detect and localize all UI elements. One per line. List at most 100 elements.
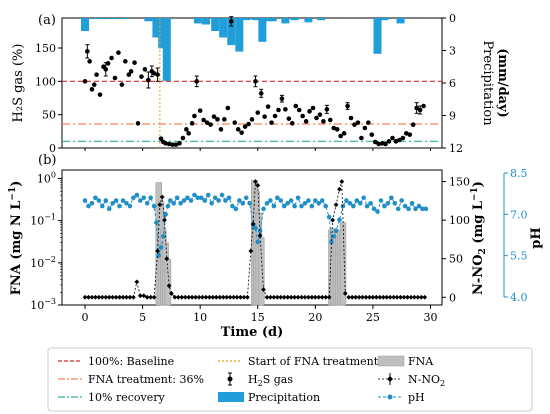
- ph-point: [395, 206, 401, 212]
- precipitation-bar: [258, 18, 267, 42]
- fna-tick-base: 10: [30, 257, 44, 270]
- h2s-point: [166, 141, 172, 147]
- ph-point: [134, 192, 140, 198]
- ph-point: [117, 203, 122, 209]
- no2-point: [120, 294, 126, 300]
- h2s-point: [246, 121, 251, 127]
- ph-point: [402, 203, 408, 209]
- legend-label-text: Precipitation: [248, 391, 320, 404]
- h2s-point: [310, 105, 316, 111]
- no2-axis-label-main: N-NO: [471, 254, 486, 295]
- no2-point: [278, 294, 284, 300]
- ph-point: [285, 201, 290, 206]
- h2s-point: [265, 104, 271, 109]
- fna-tick-base: 10: [37, 172, 51, 185]
- panel-b-x-axis-label: Time (d): [221, 325, 284, 340]
- legend-label-text: H: [248, 373, 258, 386]
- ph-point: [237, 198, 242, 203]
- y2-tick-label: 12: [449, 142, 463, 155]
- no2-point: [384, 294, 390, 300]
- no2-point: [261, 287, 266, 292]
- no2-point: [356, 294, 362, 300]
- precipitation-bar: [81, 18, 90, 31]
- ph-point: [110, 201, 115, 206]
- ph-point: [223, 198, 228, 203]
- no2-point: [241, 294, 247, 300]
- no2-point: [323, 294, 329, 300]
- x-tick-label: 10: [193, 311, 207, 324]
- h2s-point: [184, 127, 189, 132]
- fna-tick-exp: −3: [44, 297, 56, 306]
- h2s-point: [421, 103, 426, 109]
- ph-point: [333, 228, 339, 234]
- y-tick-label: 150: [35, 42, 56, 55]
- no2-point: [82, 294, 88, 300]
- no2-point: [401, 294, 407, 300]
- ph-point: [255, 239, 261, 245]
- legend-label-start_fna: Start of FNA treatment: [248, 355, 379, 368]
- h2s-point: [132, 60, 137, 65]
- no2-point: [306, 294, 311, 300]
- h2s-point: [151, 71, 157, 76]
- h2s-point: [239, 130, 244, 135]
- ph-point: [233, 206, 239, 212]
- no2-point: [405, 294, 410, 300]
- ph-point: [306, 198, 311, 203]
- h2s-point: [362, 125, 368, 131]
- no2-point: [134, 279, 140, 285]
- precipitation-bar: [211, 18, 220, 31]
- h2s-point: [407, 132, 413, 137]
- ph-point: [247, 201, 252, 206]
- legend-label-sub: 2: [440, 379, 445, 388]
- h2s-point: [390, 135, 395, 141]
- h2s-point: [397, 137, 402, 143]
- no2-point: [117, 294, 122, 300]
- precipitation-bar: [373, 18, 382, 54]
- ph-point: [309, 203, 315, 209]
- ph-point: [292, 203, 297, 209]
- no2-point: [172, 294, 178, 300]
- h2s-point: [283, 107, 288, 112]
- panel-a-label: (a): [38, 13, 56, 28]
- legend-label-sub: 2: [258, 379, 263, 388]
- no2-point: [268, 294, 273, 300]
- ph-point: [243, 195, 249, 201]
- no2-point: [203, 294, 209, 300]
- no2-point: [367, 294, 372, 300]
- ph-point: [230, 203, 235, 209]
- no2-point: [168, 291, 174, 296]
- no2-axis-label-sub: 2: [478, 248, 488, 254]
- no2-axis-label-sup: −1: [470, 187, 480, 201]
- panel-a-frame: [61, 17, 443, 149]
- h2s-point: [85, 49, 90, 54]
- legend-swatch-precip: [218, 392, 244, 402]
- legend-marker: [227, 376, 233, 382]
- no2-point: [391, 294, 397, 300]
- precipitation-bar: [162, 18, 171, 81]
- no2-point: [127, 294, 133, 300]
- no2-point: [213, 294, 219, 300]
- h2s-point: [211, 114, 217, 119]
- h2s-point: [201, 117, 206, 123]
- no2-point: [124, 294, 129, 300]
- ph-point: [302, 201, 308, 206]
- ph-point: [382, 203, 387, 209]
- legend-label-precip: Precipitation: [248, 391, 320, 404]
- h2s-point: [180, 135, 186, 141]
- ph-point: [202, 198, 208, 203]
- no2-point: [182, 294, 188, 300]
- h2s-point: [417, 107, 423, 113]
- no2-point: [373, 294, 379, 300]
- ph-point: [192, 192, 197, 198]
- no2-point: [377, 294, 383, 300]
- ph-tick-label: 8.5: [510, 167, 528, 180]
- no2-point: [360, 294, 365, 300]
- precipitation-bar: [227, 18, 236, 46]
- ph-point: [154, 220, 159, 225]
- fna-tick-label: 10−3: [30, 297, 56, 312]
- fna-axis-label-end: ): [9, 181, 24, 187]
- no2-point: [86, 294, 91, 300]
- h2s-point: [321, 119, 326, 124]
- no2-point: [264, 294, 270, 300]
